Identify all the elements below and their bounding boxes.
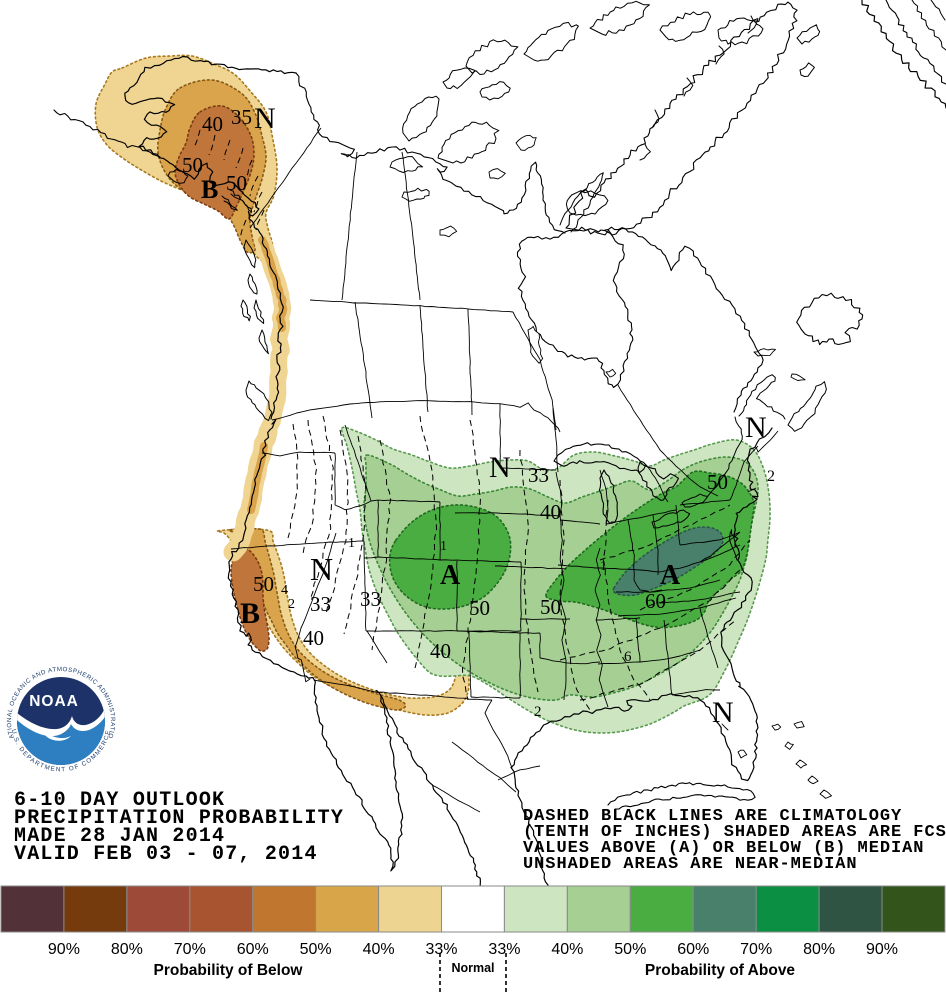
svg-text:DASHED BLACK LINES ARE CLIMATO: DASHED BLACK LINES ARE CLIMATOLOGY [523, 807, 902, 826]
svg-text:A: A [440, 560, 461, 591]
svg-text:50: 50 [707, 470, 728, 494]
svg-text:50: 50 [226, 171, 247, 195]
svg-text:N: N [310, 551, 333, 587]
svg-text:A: A [660, 560, 681, 591]
svg-text:70%: 70% [740, 941, 772, 958]
svg-text:(TENTH OF INCHES) SHADED AREAS: (TENTH OF INCHES) SHADED AREAS ARE FCST [523, 823, 946, 842]
svg-text:1: 1 [348, 536, 355, 551]
svg-text:B: B [240, 597, 260, 630]
svg-text:70%: 70% [174, 941, 206, 958]
svg-text:40: 40 [303, 626, 324, 650]
svg-text:4: 4 [281, 583, 288, 598]
svg-text:33: 33 [528, 463, 549, 487]
svg-text:1: 1 [600, 559, 607, 574]
svg-text:40: 40 [540, 500, 561, 524]
svg-text:40: 40 [202, 112, 223, 136]
svg-text:2: 2 [288, 597, 295, 612]
svg-text:50: 50 [182, 153, 203, 177]
svg-text:40: 40 [430, 639, 451, 663]
svg-text:35: 35 [231, 105, 252, 129]
svg-text:50: 50 [540, 595, 561, 619]
svg-text:33: 33 [310, 592, 331, 616]
svg-text:Probability of Below: Probability of Below [154, 962, 304, 979]
svg-text:33: 33 [360, 587, 381, 611]
svg-text:VALID FEB 03 - 07, 2014: VALID FEB 03 - 07, 2014 [14, 843, 318, 866]
svg-text:MADE 28 JAN 2014: MADE 28 JAN 2014 [14, 825, 225, 848]
svg-text:50%: 50% [300, 941, 332, 958]
svg-text:90%: 90% [48, 941, 80, 958]
svg-text:Normal: Normal [451, 961, 494, 975]
svg-text:NOAA: NOAA [29, 693, 79, 710]
svg-text:PRECIPITATION PROBABILITY: PRECIPITATION PROBABILITY [14, 807, 344, 830]
svg-text:N: N [745, 411, 767, 444]
svg-text:33%: 33% [488, 941, 520, 958]
svg-text:60%: 60% [677, 941, 709, 958]
svg-text:6: 6 [624, 649, 632, 665]
svg-text:80%: 80% [803, 941, 835, 958]
svg-text:80%: 80% [111, 941, 143, 958]
svg-text:2: 2 [534, 704, 542, 720]
svg-text:UNSHADED AREAS ARE NEAR-MEDIAN: UNSHADED AREAS ARE NEAR-MEDIAN [523, 855, 858, 874]
svg-text:B: B [201, 175, 218, 204]
svg-text:50%: 50% [614, 941, 646, 958]
svg-text:6-10 DAY OUTLOOK: 6-10 DAY OUTLOOK [14, 789, 225, 812]
svg-text:2: 2 [767, 468, 775, 485]
svg-text:40%: 40% [363, 941, 395, 958]
svg-text:90%: 90% [866, 941, 898, 958]
svg-text:N: N [489, 451, 511, 484]
svg-text:VALUES ABOVE (A) OR BELOW (B): VALUES ABOVE (A) OR BELOW (B) MEDIAN [523, 839, 924, 858]
svg-text:33%: 33% [425, 941, 457, 958]
svg-text:1: 1 [440, 539, 447, 554]
svg-text:50: 50 [469, 596, 490, 620]
svg-text:N: N [712, 696, 734, 729]
svg-text:60: 60 [645, 589, 666, 613]
svg-text:N: N [254, 102, 276, 135]
svg-text:40%: 40% [551, 941, 583, 958]
svg-text:60%: 60% [237, 941, 269, 958]
svg-text:50: 50 [253, 572, 274, 596]
svg-text:Probability of Above: Probability of Above [645, 962, 796, 979]
